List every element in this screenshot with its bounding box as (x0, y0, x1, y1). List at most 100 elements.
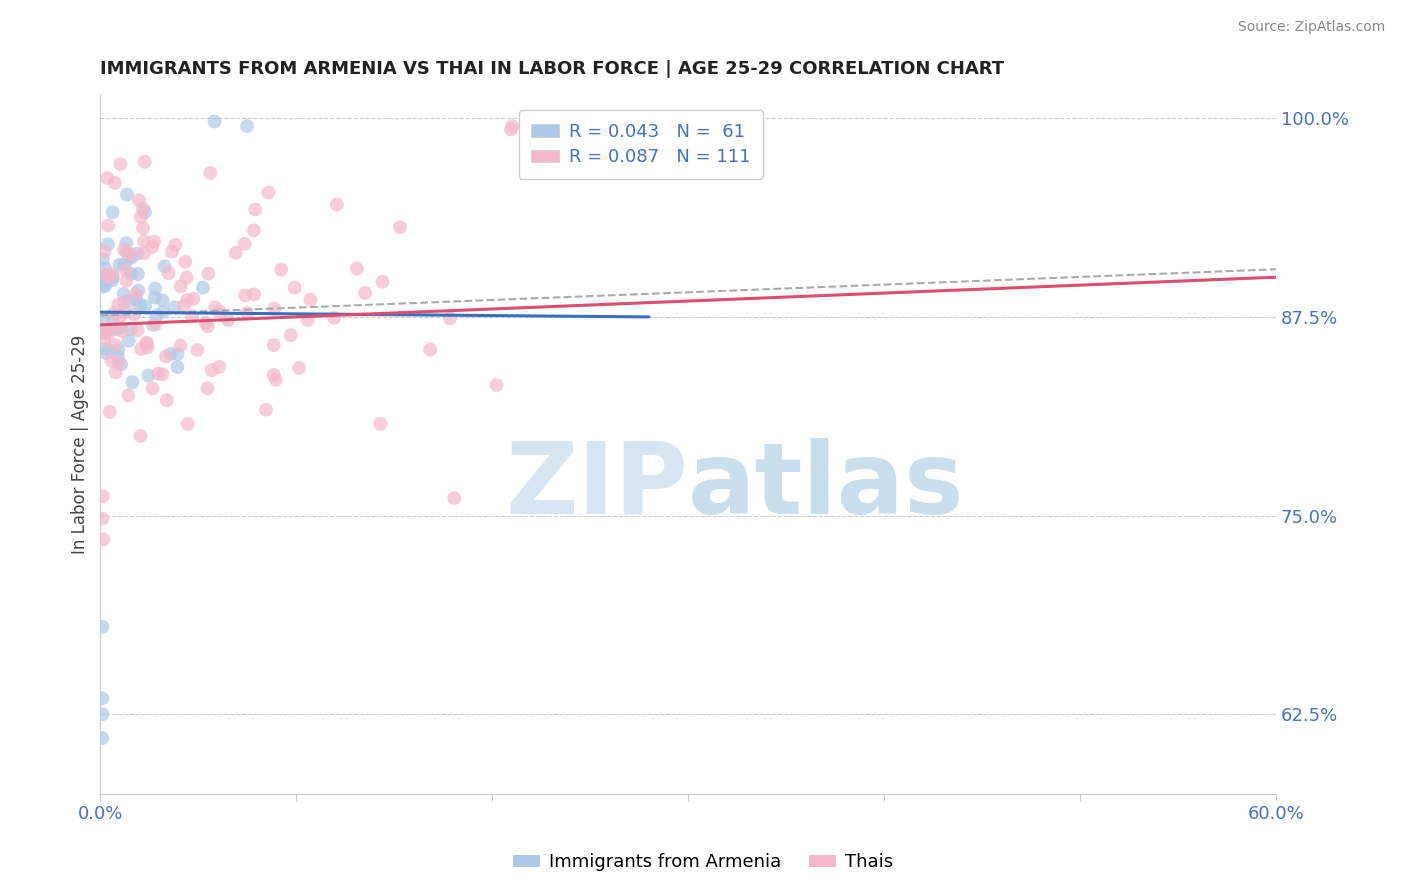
Point (443, 491, 465, 505)
Point (94, 325, 117, 339)
Point (127, 284, 149, 298)
Point (264, 373, 287, 387)
Point (143, 281, 166, 295)
Point (93, 312, 115, 326)
Point (160, 244, 183, 259)
Point (148, 367, 170, 381)
Point (134, 234, 156, 248)
Point (118, 249, 141, 263)
Point (111, 324, 134, 338)
Point (132, 202, 155, 216)
Point (129, 429, 152, 443)
Point (94, 326, 117, 340)
Point (288, 360, 311, 375)
Point (132, 221, 155, 235)
Point (110, 321, 132, 335)
Point (243, 202, 266, 217)
Point (125, 292, 148, 306)
Point (243, 223, 266, 237)
Point (101, 268, 124, 282)
Point (194, 316, 217, 330)
Point (117, 247, 139, 261)
Point (225, 245, 247, 260)
Point (112, 243, 135, 257)
Point (204, 301, 226, 315)
Point (143, 291, 166, 305)
Point (166, 347, 188, 361)
Point (157, 266, 180, 280)
Point (173, 298, 195, 312)
Point (156, 393, 179, 408)
Point (152, 293, 174, 308)
Point (159, 347, 181, 361)
Point (263, 301, 285, 316)
Point (115, 187, 138, 202)
Point (142, 318, 165, 332)
Point (127, 267, 149, 281)
Point (134, 154, 156, 169)
Point (101, 273, 124, 287)
Point (129, 210, 152, 224)
Point (104, 365, 127, 379)
Point (91, 277, 114, 292)
Point (368, 417, 391, 431)
Point (263, 338, 285, 352)
Point (124, 286, 146, 301)
Point (243, 287, 266, 301)
Point (97, 326, 120, 341)
Point (197, 381, 219, 395)
Point (186, 343, 208, 357)
Point (200, 166, 222, 180)
Point (118, 334, 141, 348)
Point (134, 246, 156, 260)
Point (91, 252, 114, 267)
Point (98, 321, 121, 335)
Point (280, 328, 302, 343)
Point (136, 341, 159, 355)
Point (120, 251, 142, 265)
Point (110, 157, 132, 171)
Point (93, 333, 115, 347)
Point (120, 322, 142, 336)
Point (112, 295, 135, 310)
Point (91, 691, 114, 706)
Point (143, 235, 166, 249)
Point (208, 359, 231, 374)
Point (145, 309, 167, 323)
Point (115, 236, 138, 251)
Point (115, 245, 138, 260)
Point (170, 279, 193, 293)
Point (371, 275, 394, 289)
Point (191, 280, 214, 294)
Point (389, 220, 412, 235)
Point (127, 323, 149, 337)
Point (127, 246, 149, 260)
Point (103, 307, 125, 321)
Point (122, 308, 145, 322)
Point (141, 240, 163, 254)
Point (134, 299, 156, 313)
Point (297, 313, 319, 327)
Point (128, 194, 150, 208)
Point (197, 319, 219, 334)
Point (117, 388, 139, 402)
Y-axis label: In Labor Force | Age 25-29: In Labor Force | Age 25-29 (72, 334, 89, 554)
Point (94, 346, 117, 360)
Point (263, 368, 285, 382)
Point (100, 353, 122, 368)
Point (115, 263, 138, 277)
Point (93, 244, 115, 259)
Point (153, 260, 176, 274)
Point (201, 363, 224, 377)
Point (93, 533, 115, 547)
Point (152, 305, 174, 319)
Point (163, 301, 186, 315)
Point (236, 119, 259, 133)
Point (233, 288, 256, 302)
Point (236, 306, 259, 320)
Point (204, 114, 226, 128)
Point (176, 293, 198, 307)
Point (94, 271, 117, 285)
Point (176, 270, 198, 285)
Point (134, 205, 156, 219)
